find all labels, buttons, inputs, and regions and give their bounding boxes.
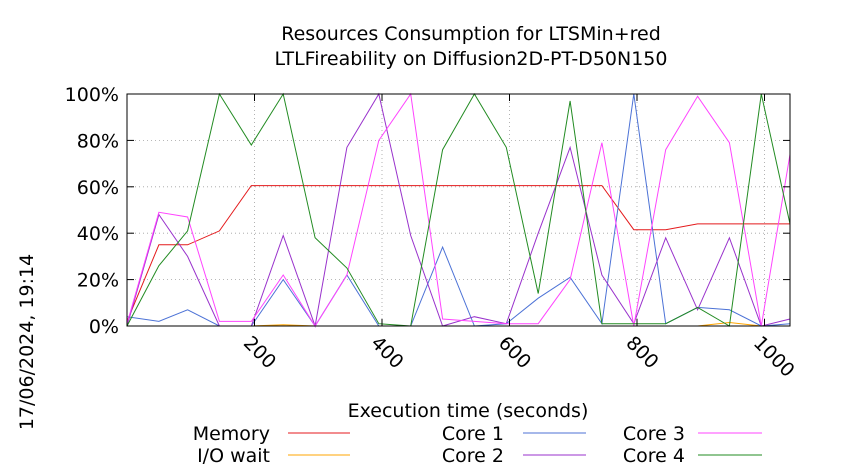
chart-title-line-1: Resources Consumption for LTSMin+red bbox=[281, 23, 661, 45]
legend-label-core-3: Core 3 bbox=[623, 423, 685, 445]
y-tick-label: 0% bbox=[89, 316, 119, 338]
series-line-core-2 bbox=[126, 92, 791, 328]
timestamp-label: 17/06/2024, 19:14 bbox=[16, 254, 38, 430]
y-tick-label: 60% bbox=[77, 177, 119, 199]
y-axis-ticks: 0% 20% 40% 60% 80% 100% bbox=[65, 84, 790, 338]
series-line-core-3 bbox=[126, 92, 791, 327]
y-tick-label: 100% bbox=[65, 84, 119, 106]
y-tick-label: 20% bbox=[77, 270, 119, 292]
y-tick-label: 40% bbox=[77, 223, 119, 245]
x-axis-label: Execution time (seconds) bbox=[348, 400, 589, 422]
series-line-core-1 bbox=[126, 93, 791, 327]
x-tick-label: 400 bbox=[366, 332, 407, 373]
chart-title-line-2: LTLFireability on Diffusion2D-PT-D50N150 bbox=[275, 48, 668, 70]
series-line-i-o-wait bbox=[127, 321, 790, 327]
legend-label-core-1: Core 1 bbox=[442, 423, 504, 445]
series-lines bbox=[126, 92, 791, 328]
legend-label-core-2: Core 2 bbox=[442, 445, 504, 467]
legend-label-i-o-wait: I/O wait bbox=[197, 445, 270, 467]
y-tick-label: 80% bbox=[77, 130, 119, 152]
x-axis-ticks: 200 400 600 800 1000 bbox=[239, 94, 799, 382]
plot-frame bbox=[126, 93, 791, 327]
x-tick-label: 200 bbox=[239, 332, 280, 373]
grid bbox=[127, 94, 790, 326]
x-tick-label: 800 bbox=[621, 332, 662, 373]
x-tick-label: 1000 bbox=[749, 332, 799, 382]
legend-label-memory: Memory bbox=[193, 423, 270, 445]
series-line-core-4 bbox=[126, 92, 791, 327]
series-line-memory bbox=[126, 185, 790, 322]
x-tick-label: 600 bbox=[494, 332, 535, 373]
legend-label-core-4: Core 4 bbox=[623, 445, 685, 467]
